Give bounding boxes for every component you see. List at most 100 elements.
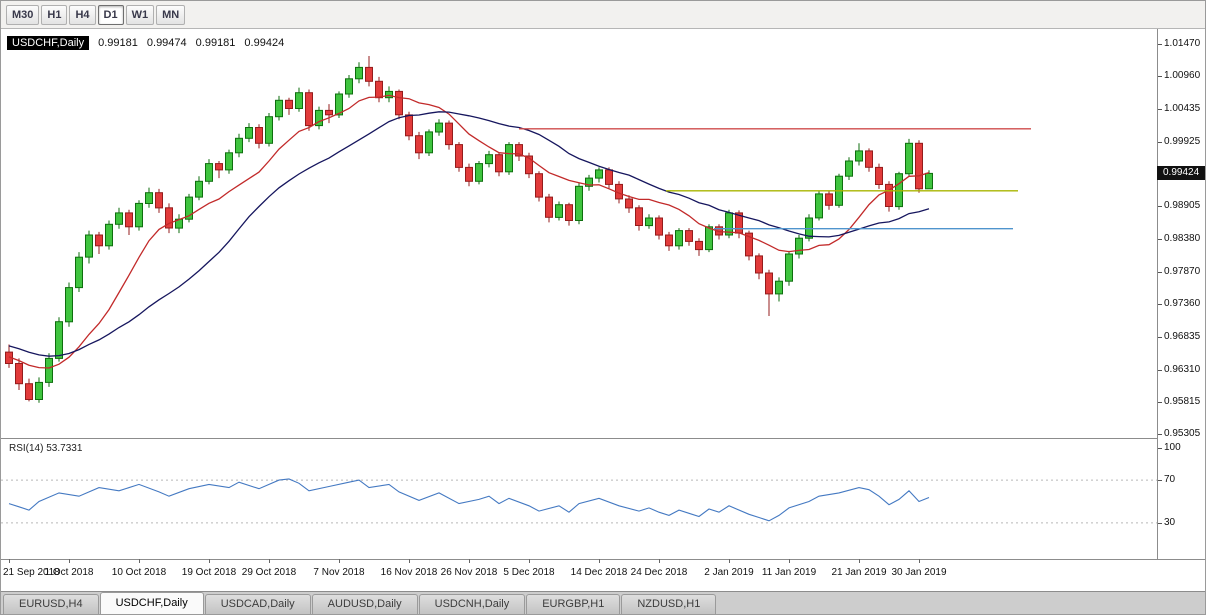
bear-candle bbox=[215, 163, 223, 171]
bear-candle bbox=[665, 234, 673, 247]
time-axis-tick bbox=[139, 559, 140, 563]
price-axis-tick bbox=[1158, 304, 1162, 305]
chart-tab-usdcnh-daily[interactable]: USDCNH,Daily bbox=[418, 594, 526, 614]
bear-candle bbox=[685, 230, 693, 242]
chart-tab-nzdusd-h1[interactable]: NZDUSD,H1 bbox=[621, 594, 717, 614]
timeframe-toolbar: M30 H1 H4 D1 W1 MN bbox=[1, 1, 1205, 29]
bull-candle bbox=[585, 177, 593, 187]
bull-candle bbox=[795, 237, 803, 255]
bear-candle bbox=[25, 383, 33, 401]
bear-candle bbox=[515, 144, 523, 157]
price-axis-label: 1.01470 bbox=[1164, 38, 1201, 49]
chart-info-line: USDCHF,Daily 0.99181 0.99474 0.99181 0.9… bbox=[7, 36, 284, 50]
bull-candle bbox=[265, 116, 273, 144]
bull-candle bbox=[355, 66, 363, 80]
bull-candle bbox=[905, 142, 913, 175]
time-axis-label: 29 Oct 2018 bbox=[241, 567, 297, 578]
timeframe-button-h4[interactable]: H4 bbox=[69, 4, 96, 25]
timeframe-button-h1[interactable]: H1 bbox=[41, 4, 68, 25]
rsi-axis-label: 30 bbox=[1164, 516, 1176, 528]
bull-candle bbox=[195, 180, 203, 198]
chart-tab-audusd-daily[interactable]: AUDUSD,Daily bbox=[311, 594, 418, 614]
bear-candle bbox=[95, 234, 103, 247]
bear-candle bbox=[565, 204, 573, 221]
candlestick-chart[interactable] bbox=[1, 29, 1157, 438]
price-axis-tick bbox=[1158, 206, 1162, 208]
time-axis-label: 30 Jan 2019 bbox=[891, 567, 947, 578]
bear-candle bbox=[535, 173, 543, 198]
bear-candle bbox=[655, 217, 663, 236]
chart-workspace: USDCHF,Daily 0.99181 0.99474 0.99181 0.9… bbox=[1, 29, 1205, 591]
timeframe-button-m30[interactable]: M30 bbox=[6, 4, 40, 25]
bull-candle bbox=[775, 280, 783, 295]
time-axis-tick bbox=[919, 559, 920, 563]
price-axis-label: 0.96835 bbox=[1164, 331, 1201, 343]
bear-candle bbox=[915, 142, 923, 190]
bull-candle bbox=[75, 256, 83, 289]
rsi-indicator-label: RSI(14) 53.7331 bbox=[9, 443, 83, 454]
price-axis-label: 1.00960 bbox=[1164, 70, 1201, 82]
time-axis-tick bbox=[729, 559, 730, 563]
price-axis-tick bbox=[1158, 239, 1162, 241]
time-axis-label: 5 Dec 2018 bbox=[503, 567, 555, 578]
bull-candle bbox=[815, 193, 823, 219]
price-axis-tick bbox=[1158, 401, 1162, 403]
bear-candle bbox=[395, 90, 403, 116]
timeframe-button-mn[interactable]: MN bbox=[156, 4, 186, 25]
time-axis-tick bbox=[469, 559, 470, 563]
bear-candle bbox=[495, 154, 503, 173]
timeframe-button-d1[interactable]: D1 bbox=[97, 4, 124, 25]
price-axis[interactable]: 1.01470 1.00960 1.00435 0.99925 0.98905 0.983… bbox=[1157, 29, 1205, 559]
bull-candle bbox=[555, 204, 563, 218]
bear-candle bbox=[755, 255, 763, 274]
bull-candle bbox=[505, 144, 513, 173]
time-axis-label: 19 Oct 2018 bbox=[181, 567, 237, 578]
rsi-axis-label: 100 bbox=[1164, 442, 1181, 453]
high-value: 0.99474 bbox=[146, 37, 187, 49]
price-axis-label: 0.95815 bbox=[1164, 395, 1201, 407]
bear-candle bbox=[885, 183, 893, 207]
bear-candle bbox=[525, 155, 533, 175]
panel-separator[interactable] bbox=[1, 438, 1205, 439]
time-axis-tick bbox=[339, 559, 340, 563]
bull-candle bbox=[245, 127, 253, 139]
open-value: 0.99181 bbox=[98, 37, 138, 49]
bear-candle bbox=[405, 114, 413, 137]
chart-tab-eurusd-h4[interactable]: EURUSD,H4 bbox=[3, 594, 99, 614]
bear-candle bbox=[745, 232, 753, 257]
time-axis-label: 7 Nov 2018 bbox=[313, 567, 365, 578]
chart-tab-eurgbp-h1[interactable]: EURGBP,H1 bbox=[526, 594, 621, 614]
time-axis-separator bbox=[1, 559, 1205, 560]
bull-candle bbox=[785, 253, 793, 282]
time-axis-tick bbox=[409, 559, 410, 563]
bear-candle bbox=[825, 193, 833, 206]
time-axis-tick bbox=[659, 559, 660, 563]
bear-candle bbox=[365, 66, 373, 82]
bear-candle bbox=[635, 207, 643, 227]
price-axis-tick bbox=[1158, 434, 1162, 435]
chart-tab-usdchf-daily[interactable]: USDCHF,Daily bbox=[99, 592, 204, 614]
time-axis-tick bbox=[9, 559, 10, 563]
timeframe-button-w1[interactable]: W1 bbox=[125, 4, 155, 25]
rsi-indicator-chart[interactable] bbox=[1, 438, 1157, 559]
price-axis-tick bbox=[1158, 337, 1162, 339]
bull-candle bbox=[115, 212, 123, 225]
rsi-axis-tick bbox=[1158, 480, 1162, 482]
time-axis-tick bbox=[529, 559, 530, 563]
bull-candle bbox=[855, 150, 863, 162]
chart-tabs-bar: EURUSD,H4 USDCHF,Daily USDCAD,Daily AUDUSD,… bbox=[1, 591, 1205, 614]
bull-candle bbox=[185, 196, 193, 220]
bull-candle bbox=[675, 230, 683, 247]
price-axis-label: 0.95305 bbox=[1164, 428, 1201, 439]
bull-candle bbox=[595, 169, 603, 179]
price-axis-tick bbox=[1158, 370, 1162, 372]
price-axis-label: 0.98905 bbox=[1164, 200, 1201, 212]
time-axis-label: 2 Jan 2019 bbox=[704, 567, 754, 578]
bear-candle bbox=[875, 166, 883, 185]
rsi-line bbox=[8, 478, 930, 522]
chart-tab-usdcad-daily[interactable]: USDCAD,Daily bbox=[204, 594, 311, 614]
time-axis[interactable]: 21 Sep 2018 1 Oct 2018 10 Oct 2018 19 Oct 2… bbox=[1, 559, 1157, 591]
bear-candle bbox=[415, 135, 423, 154]
bull-candle bbox=[645, 217, 653, 227]
